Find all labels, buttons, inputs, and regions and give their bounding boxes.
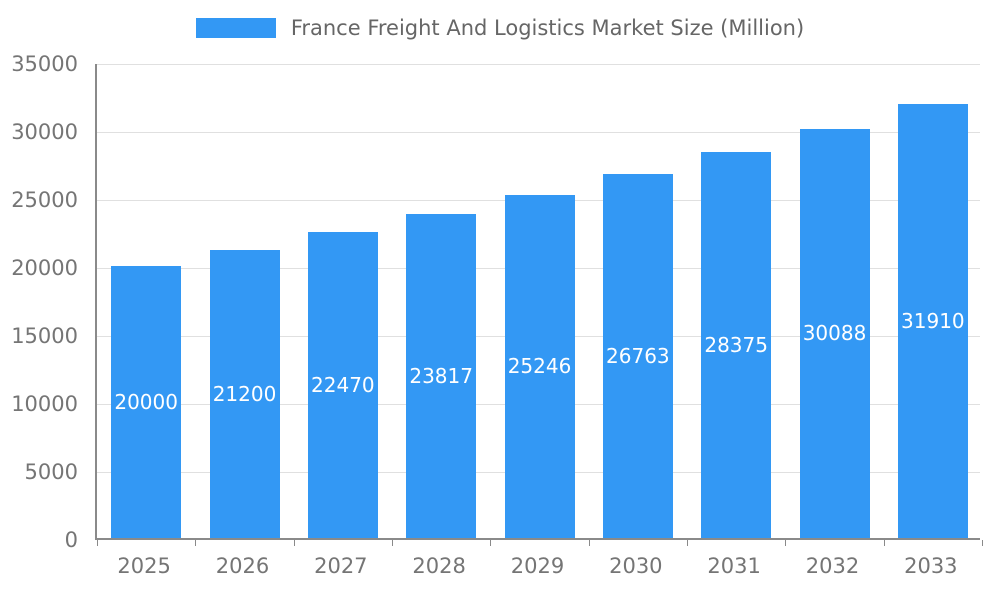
y-tick-label: 10000 <box>11 392 78 416</box>
bar-value-label: 26763 <box>606 344 670 369</box>
y-tick-label: 5000 <box>24 460 78 484</box>
bar: 30088 <box>799 128 870 538</box>
bar: 28375 <box>701 152 772 538</box>
gridline <box>97 64 980 65</box>
x-tick-label: 2029 <box>510 554 565 578</box>
plot-area: 20000 21200 22470 23817 25246 26763 28375 30088… <box>95 64 983 546</box>
x-tick-label: 2031 <box>707 554 761 578</box>
bar: 25246 <box>504 194 575 538</box>
x-tick-label: 2033 <box>904 554 958 578</box>
gridline <box>97 132 980 133</box>
bar: 26763 <box>602 174 673 538</box>
bar-value-label: 23817 <box>409 364 473 389</box>
x-axis-tick <box>982 540 983 546</box>
y-tick-label: 35000 <box>11 52 78 76</box>
x-axis-tick <box>883 540 885 546</box>
y-tick-label: 0 <box>64 528 78 552</box>
bar-value-label: 21200 <box>212 381 277 406</box>
x-tick-label: 2028 <box>412 554 466 578</box>
bar-value-label: 28375 <box>704 333 768 358</box>
x-axis-tick <box>293 540 295 546</box>
x-axis: 2025 2026 2027 2028 2029 2030 2031 2032 2033 <box>95 546 980 586</box>
bar: 31910 <box>897 104 968 538</box>
x-tick-label: 2027 <box>314 554 368 578</box>
y-tick-label: 25000 <box>11 188 78 212</box>
y-tick-label: 30000 <box>11 120 78 144</box>
bar-value-label: 22470 <box>311 373 375 398</box>
bar-value-label: 30088 <box>802 321 867 346</box>
bar: 21200 <box>209 249 280 538</box>
x-axis-tick <box>785 540 787 546</box>
x-axis-tick <box>490 540 492 546</box>
bar-value-label: 31910 <box>901 309 965 334</box>
x-tick-label: 2025 <box>117 554 171 578</box>
x-tick-label: 2030 <box>609 554 663 578</box>
bar: 23817 <box>406 214 477 538</box>
bar-value-label: 25246 <box>507 354 572 379</box>
x-tick-label: 2032 <box>805 554 860 578</box>
bar: 20000 <box>111 266 182 538</box>
y-tick-label: 15000 <box>11 324 78 348</box>
y-tick-label: 20000 <box>11 256 78 280</box>
x-axis-tick <box>588 540 590 546</box>
chart-title: France Freight And Logistics Market Size… <box>290 16 805 40</box>
x-axis-tick <box>97 540 98 546</box>
x-tick-label: 2026 <box>215 554 270 578</box>
y-axis: 0 5000 10000 15000 20000 25000 30000 35000 <box>0 52 88 552</box>
bar-value-label: 20000 <box>114 390 178 414</box>
legend-swatch-icon <box>195 18 276 38</box>
chart-legend: France Freight And Logistics Market Size… <box>0 16 1000 40</box>
x-axis-tick <box>687 540 688 546</box>
x-axis-tick <box>195 540 197 546</box>
bar: 22470 <box>307 232 378 538</box>
x-axis-tick <box>392 540 393 546</box>
